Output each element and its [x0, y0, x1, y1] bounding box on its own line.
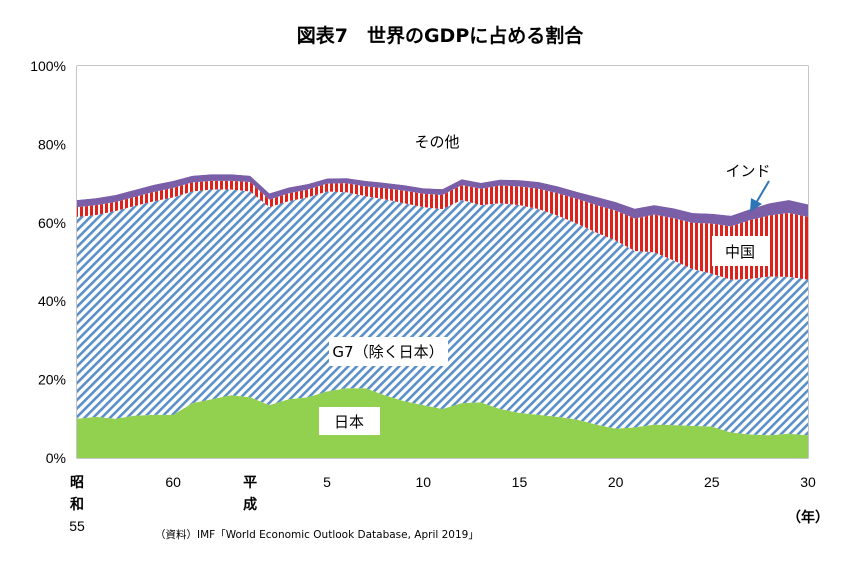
label-china: 中国	[725, 243, 755, 261]
area-series-2	[77, 180, 808, 280]
y-tick-label: 40%	[38, 293, 66, 309]
x-tick-label: 5	[323, 474, 331, 490]
label-g7-box	[329, 337, 448, 366]
label-india: インド	[725, 162, 770, 180]
label-japan: 日本	[334, 413, 364, 431]
x-tick-label: 20	[608, 474, 624, 490]
x-tick-label: 昭	[70, 475, 84, 491]
y-tick-label: 0%	[46, 450, 66, 466]
year-unit-label: （年）	[787, 509, 829, 526]
x-tick-label: 30	[800, 474, 816, 490]
label-china-box	[712, 236, 769, 266]
label-other: その他	[414, 133, 459, 151]
area-series-4	[77, 66, 808, 216]
y-tick-label: 80%	[38, 136, 66, 152]
x-tick-label: 60	[165, 474, 181, 490]
y-tick-label: 100%	[30, 58, 66, 74]
x-tick-label: 成	[243, 496, 257, 513]
x-tick-label: 25	[704, 474, 720, 490]
area-series-0	[77, 388, 808, 458]
x-tick-label: 10	[415, 474, 431, 490]
x-tick-label: 平	[243, 475, 257, 491]
area-series-3	[77, 174, 808, 227]
label-g7: G7（除く日本）	[332, 343, 443, 361]
area-series-1	[77, 189, 808, 436]
y-axis: 0% 20% 40% 60% 80% 100%	[30, 58, 66, 466]
india-arrow	[750, 180, 770, 212]
x-tick-label: 15	[512, 474, 528, 490]
x-tick-label: 和	[70, 497, 84, 513]
source-note: （資料）IMF「World Economic Outlook Database,…	[155, 528, 479, 541]
y-tick-label: 20%	[38, 372, 66, 388]
label-japan-box	[319, 407, 380, 435]
y-tick-label: 60%	[38, 215, 66, 231]
chart-title: 図表7 世界のGDPに占める割合	[297, 24, 585, 47]
x-axis: 昭和 55 60 平成 5 10 15 20 25 30	[69, 474, 816, 534]
area-layers	[77, 66, 808, 458]
x-tick-label: 55	[69, 518, 85, 534]
